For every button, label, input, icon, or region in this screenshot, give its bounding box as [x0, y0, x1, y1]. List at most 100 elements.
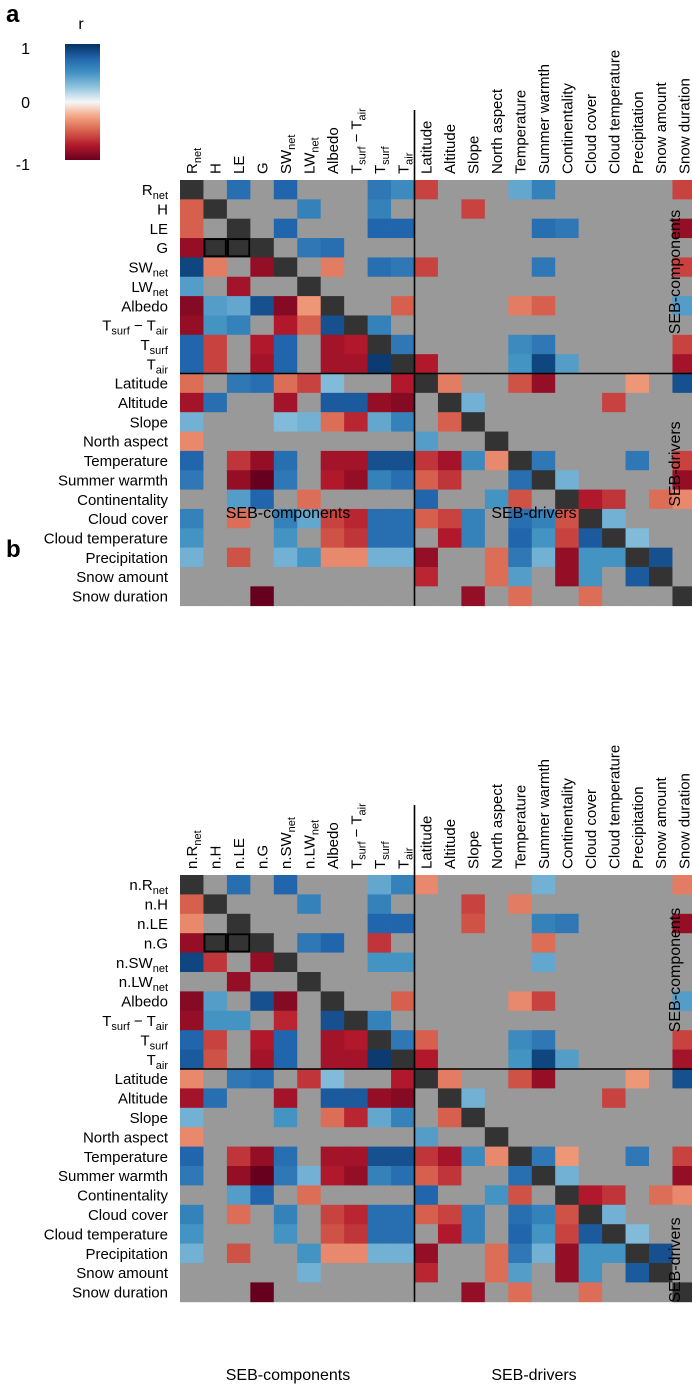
- cell-a-11-20: [649, 392, 673, 413]
- cell-b-20-18: [602, 1263, 626, 1283]
- cell-a-6-12: [461, 296, 486, 316]
- cell-a-2-3: [250, 218, 275, 239]
- row-label-latitude: Latitude: [115, 376, 168, 393]
- cell-a-6-19: [625, 296, 650, 316]
- cell-a-5-14: [508, 276, 533, 297]
- cell-b-11-15: [531, 1088, 556, 1109]
- cell-b-18-8: [367, 1224, 392, 1244]
- cell-b-8-16: [555, 1030, 580, 1050]
- cell-b-4-18: [602, 952, 626, 973]
- row-label-north-aspect: North aspect: [83, 434, 169, 451]
- cell-b-4-21: [672, 952, 692, 973]
- cell-a-6-13: [484, 296, 509, 316]
- cell-b-7-13: [484, 1010, 509, 1031]
- colorbar: r 1 0 -1: [16, 16, 100, 174]
- cell-a-0-2: [226, 180, 251, 200]
- panel-b: b n.Rnetn.Hn.LEn.Gn.SWnetn.LWnetAlbedoTs…: [6, 536, 692, 1384]
- cell-b-19-16: [555, 1243, 580, 1264]
- cell-a-8-20: [649, 334, 673, 355]
- cell-a-5-17: [578, 276, 603, 297]
- cell-a-20-2: [226, 567, 251, 587]
- cell-a-1-11: [437, 199, 462, 220]
- cell-b-12-10: [414, 1107, 439, 1128]
- cell-b-18-18: [602, 1224, 626, 1244]
- cell-a-16-3: [250, 489, 275, 510]
- cell-b-13-20: [649, 1127, 673, 1147]
- cell-a-10-21: [672, 373, 692, 394]
- cell-b-8-5: [297, 1030, 322, 1050]
- cell-b-13-1: [203, 1127, 228, 1147]
- row-label-n-le: n.LE: [137, 916, 168, 933]
- cell-a-16-10: [414, 489, 439, 510]
- col-label-latitude: Latitude: [419, 121, 436, 174]
- cell-a-5-12: [461, 276, 486, 297]
- cell-a-0-9: [391, 180, 415, 200]
- cell-b-21-11: [437, 1282, 462, 1303]
- cell-b-9-5: [297, 1049, 322, 1070]
- cell-a-9-0: [180, 354, 204, 374]
- cell-a-5-15: [531, 276, 556, 297]
- cell-b-13-17: [578, 1127, 603, 1147]
- cell-a-7-14: [508, 315, 533, 336]
- cell-a-3-20: [649, 238, 673, 258]
- cell-a-12-4: [273, 412, 298, 432]
- cell-a-1-18: [602, 199, 626, 220]
- cell-a-14-3: [250, 450, 275, 471]
- cell-b-4-7: [344, 952, 368, 973]
- cell-b-16-4: [273, 1185, 298, 1206]
- col-label-north-aspect: North aspect: [489, 88, 506, 174]
- cell-b-14-5: [297, 1146, 322, 1167]
- cell-a-18-9: [391, 528, 415, 549]
- cell-a-5-6: [320, 276, 345, 297]
- cell-b-20-8: [367, 1263, 392, 1283]
- cell-a-12-11: [437, 412, 462, 432]
- cell-a-2-0: [180, 218, 204, 239]
- cell-b-20-19: [625, 1263, 650, 1283]
- cell-b-12-5: [297, 1107, 322, 1128]
- cell-a-16-12: [461, 489, 486, 510]
- cell-a-20-21: [672, 567, 692, 587]
- cell-b-0-16: [555, 875, 580, 895]
- col-label-temperature: Temperature: [513, 90, 530, 174]
- cell-b-7-8: [367, 1010, 392, 1031]
- cell-b-6-11: [437, 991, 462, 1012]
- cell-a-9-9: [391, 354, 415, 374]
- cell-a-5-8: [367, 276, 392, 297]
- row-label-cloud-temperature: Cloud temperature: [44, 530, 168, 547]
- cell-a-12-14: [508, 412, 533, 432]
- cell-b-2-3: [250, 913, 275, 934]
- cell-b-1-9: [391, 894, 415, 915]
- cell-a-13-4: [273, 431, 298, 452]
- row-label-tsurf-tair: Tsurf − Tair: [102, 318, 168, 338]
- cell-a-14-11: [437, 450, 462, 471]
- cell-b-3-0: [180, 933, 204, 953]
- outlined-cell-a-3-1: [203, 238, 227, 258]
- cell-b-12-12: [461, 1107, 486, 1128]
- cell-b-19-2: [226, 1243, 251, 1264]
- cell-b-12-18: [602, 1107, 626, 1128]
- cell-a-2-18: [602, 218, 626, 239]
- cell-b-8-3: [250, 1030, 275, 1050]
- col-label-albedo: Albedo: [325, 822, 342, 869]
- cell-b-2-8: [367, 913, 392, 934]
- cell-a-14-18: [602, 450, 626, 471]
- cell-b-20-6: [320, 1263, 345, 1283]
- cell-b-1-6: [320, 894, 345, 915]
- cell-b-5-5: [297, 972, 322, 992]
- cell-a-20-11: [437, 567, 462, 587]
- cell-b-10-20: [649, 1069, 673, 1089]
- cell-b-5-14: [508, 972, 533, 992]
- panel-b-xgroup-drivers: SEB-drivers: [491, 1367, 576, 1384]
- cell-b-10-3: [250, 1069, 275, 1089]
- cell-b-19-6: [320, 1243, 345, 1264]
- cell-a-21-14: [508, 586, 533, 607]
- cell-b-21-1: [203, 1282, 228, 1303]
- cell-a-7-18: [602, 315, 626, 336]
- row-label-altitude: Altitude: [118, 395, 168, 412]
- cell-b-15-4: [273, 1166, 298, 1186]
- cell-a-19-5: [297, 547, 322, 568]
- cell-a-12-10: [414, 412, 439, 432]
- cell-a-14-9: [391, 450, 415, 471]
